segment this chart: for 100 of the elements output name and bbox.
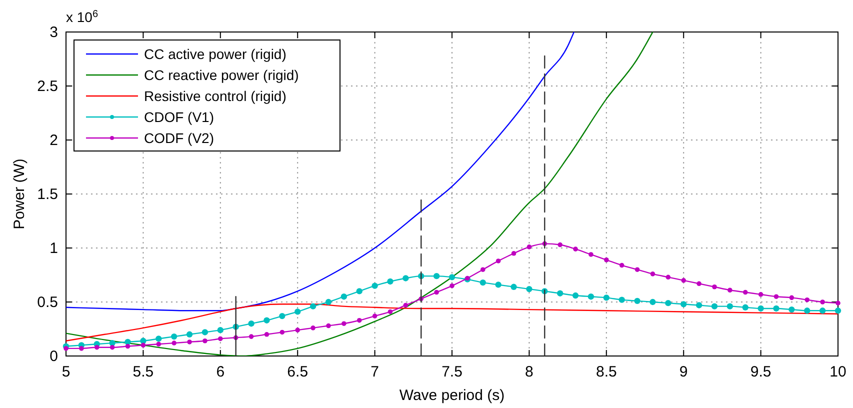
x-tick-label: 9 [679,364,688,381]
point [495,282,502,288]
point [834,308,842,314]
point [64,346,68,351]
point [726,303,734,310]
point [588,294,594,300]
point [820,300,825,304]
point [758,305,764,312]
point [326,323,331,328]
point [696,302,702,308]
x-tick-label: 6.5 [287,364,308,381]
point [573,246,578,252]
point [634,298,640,304]
point [588,252,594,257]
point [295,328,300,332]
point [356,288,362,294]
legend-label: CC reactive power (rigid) [144,67,299,83]
point [618,296,625,303]
y-tick-label: 0.5 [37,294,58,311]
point [804,297,810,302]
point [217,326,224,334]
point [186,331,193,338]
point [264,332,270,337]
point [387,278,394,285]
x-tick-label: 8.5 [596,364,617,381]
point [603,294,610,301]
point [218,336,223,342]
point [342,321,346,326]
point [280,330,285,335]
point [294,308,301,315]
point [773,305,780,312]
x-tick-label: 6 [216,364,225,381]
point [526,244,532,250]
point [511,251,516,256]
point [434,290,439,295]
point [619,262,624,268]
point [125,344,130,349]
y-tick-label: 2.5 [37,78,58,95]
y-axis-title: Power (W) [11,158,28,230]
x-tick-label: 7 [370,364,379,381]
point [372,314,378,318]
legend-label: Resistive control (rigid) [144,88,286,104]
y-tick-label: 2 [50,132,58,149]
point [279,312,286,320]
point [187,340,192,344]
point [325,298,332,306]
point [496,258,501,264]
point [681,278,686,283]
point [248,334,254,339]
point [372,282,378,289]
y-tick-label: 1 [50,240,58,257]
point [248,320,254,327]
point [526,286,532,292]
point [450,283,454,288]
point [402,275,409,282]
point [819,308,826,314]
legend-label: CC active power (rigid) [144,46,286,62]
point [742,290,748,295]
legend-label: CODF (V2) [144,130,214,146]
text: x 10$^{6}$ [66,8,98,25]
point [202,329,208,336]
point [448,274,456,280]
point [124,338,131,346]
point [403,302,408,308]
point [156,342,162,347]
x-axis-title: Wave period (s) [399,387,505,404]
point [728,288,732,293]
point [650,298,656,306]
point [650,272,656,276]
point [804,308,810,314]
point [388,309,393,314]
point [480,279,486,286]
point [634,267,640,272]
point [666,274,671,280]
point [310,326,316,330]
point [742,304,748,310]
point [156,336,162,342]
point [356,318,362,323]
point [172,340,176,346]
point [680,301,687,308]
legend-label: CDOF (V1) [144,109,214,125]
point [836,300,840,306]
point [433,272,440,280]
point [572,292,579,299]
point [696,281,702,286]
point [79,346,84,351]
point [510,284,517,290]
x-tick-label: 8 [525,364,534,381]
x-tick-label: 5.5 [132,364,154,381]
y-tick-label: 0 [50,348,58,365]
line-series [66,32,575,312]
point [94,344,100,350]
x-tick-label: 10 [830,364,846,381]
point [556,290,564,296]
y-tick-label: 3 [50,24,58,41]
point [604,257,609,262]
y-tick-label: 1.5 [37,186,58,203]
line-series [66,32,654,356]
point [340,294,348,300]
point [712,284,717,290]
